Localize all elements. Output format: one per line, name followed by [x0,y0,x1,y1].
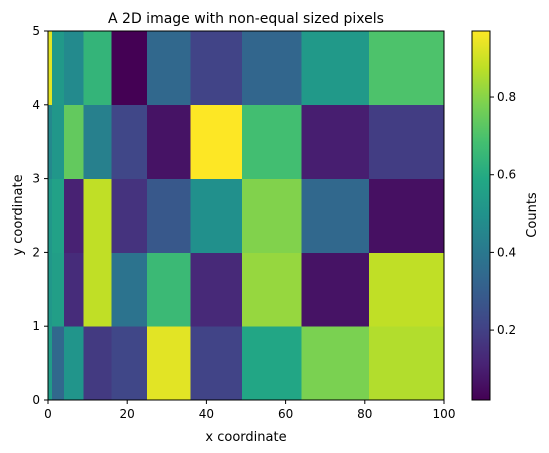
heatmap-cell [83,178,112,253]
heatmap-cell [368,104,445,179]
heatmap-cell [242,104,302,179]
heatmap-cell [368,178,445,253]
heatmap-cell [190,252,243,327]
x-tick-label: 100 [433,407,456,421]
heatmap-cells [48,31,445,401]
heatmap-cell [63,104,85,179]
heatmap-cell [190,104,243,179]
heatmap-cell [51,326,65,401]
heatmap-cell [242,326,302,401]
heatmap-cell [111,252,148,327]
x-axis-label: x coordinate [205,430,286,445]
heatmap-cell [48,252,53,327]
heatmap-cell [368,31,445,106]
x-tick-label: 60 [278,407,293,421]
heatmap-cell [301,326,370,401]
heatmap-cell [63,178,85,253]
heatmap-cell [147,252,191,327]
heatmap-cell [301,104,370,179]
heatmap-cell [190,178,243,253]
heatmap-cell [83,326,112,401]
heatmap-cell [51,31,65,106]
y-tick-label: 5 [32,24,40,38]
heatmap-cell [242,252,302,327]
heatmap-cell [83,104,112,179]
y-tick-label: 3 [32,172,40,186]
heatmap-cell [48,31,53,106]
colorbar [471,30,491,401]
x-tick-label: 80 [357,407,372,421]
x-axis: 0 20 40 60 80 100 [44,400,455,421]
heatmap-cell [51,252,65,327]
heatmap-cell [111,326,148,401]
heatmap-cell [147,104,191,179]
heatmap-cell [48,326,53,401]
colorbar-tick-label: 0.4 [497,245,516,259]
heatmap-cell [368,326,445,401]
colorbar-tick-label: 0.8 [497,90,516,104]
plot-frame [47,30,445,401]
colorbar-tick-label: 0.6 [497,168,516,182]
heatmap-cell [51,104,65,179]
x-tick-label: 40 [199,407,214,421]
heatmap-cell [63,31,85,106]
y-tick-label: 1 [32,319,40,333]
heatmap-cell [111,31,148,106]
heatmap-cell [83,31,112,106]
y-tick-label: 0 [32,393,40,407]
y-tick-label: 4 [32,98,40,112]
heatmap-cell [242,178,302,253]
heatmap-cell [147,178,191,253]
heatmap-cell [48,104,53,179]
heatmap-cell [48,178,53,253]
heatmap-cell [190,31,243,106]
heatmap-cell [111,178,148,253]
x-tick-label: 0 [44,407,52,421]
heatmap-cell [242,31,302,106]
colorbar-label: Counts [525,192,540,238]
colorbar-ticks: 0.2 0.4 0.6 0.8 [490,90,516,337]
heatmap-cell [301,178,370,253]
x-tick-label: 20 [120,407,135,421]
heatmap-cell [147,31,191,106]
heatmap-cell [147,326,191,401]
y-axis-label: y coordinate [11,174,26,255]
heatmap-cell [301,252,370,327]
heatmap-cell [83,252,112,327]
y-axis: 0 1 2 3 4 5 [32,24,48,407]
heatmap-cell [51,178,65,253]
heatmap-cell [368,252,445,327]
heatmap-cell [111,104,148,179]
heatmap-cell [190,326,243,401]
chart-title: A 2D image with non-equal sized pixels [108,11,384,27]
heatmap-cell [63,252,85,327]
colorbar-tick-label: 0.2 [497,323,516,337]
heatmap-cell [63,326,85,401]
heatmap-cell [301,31,370,106]
y-tick-label: 2 [32,245,40,259]
